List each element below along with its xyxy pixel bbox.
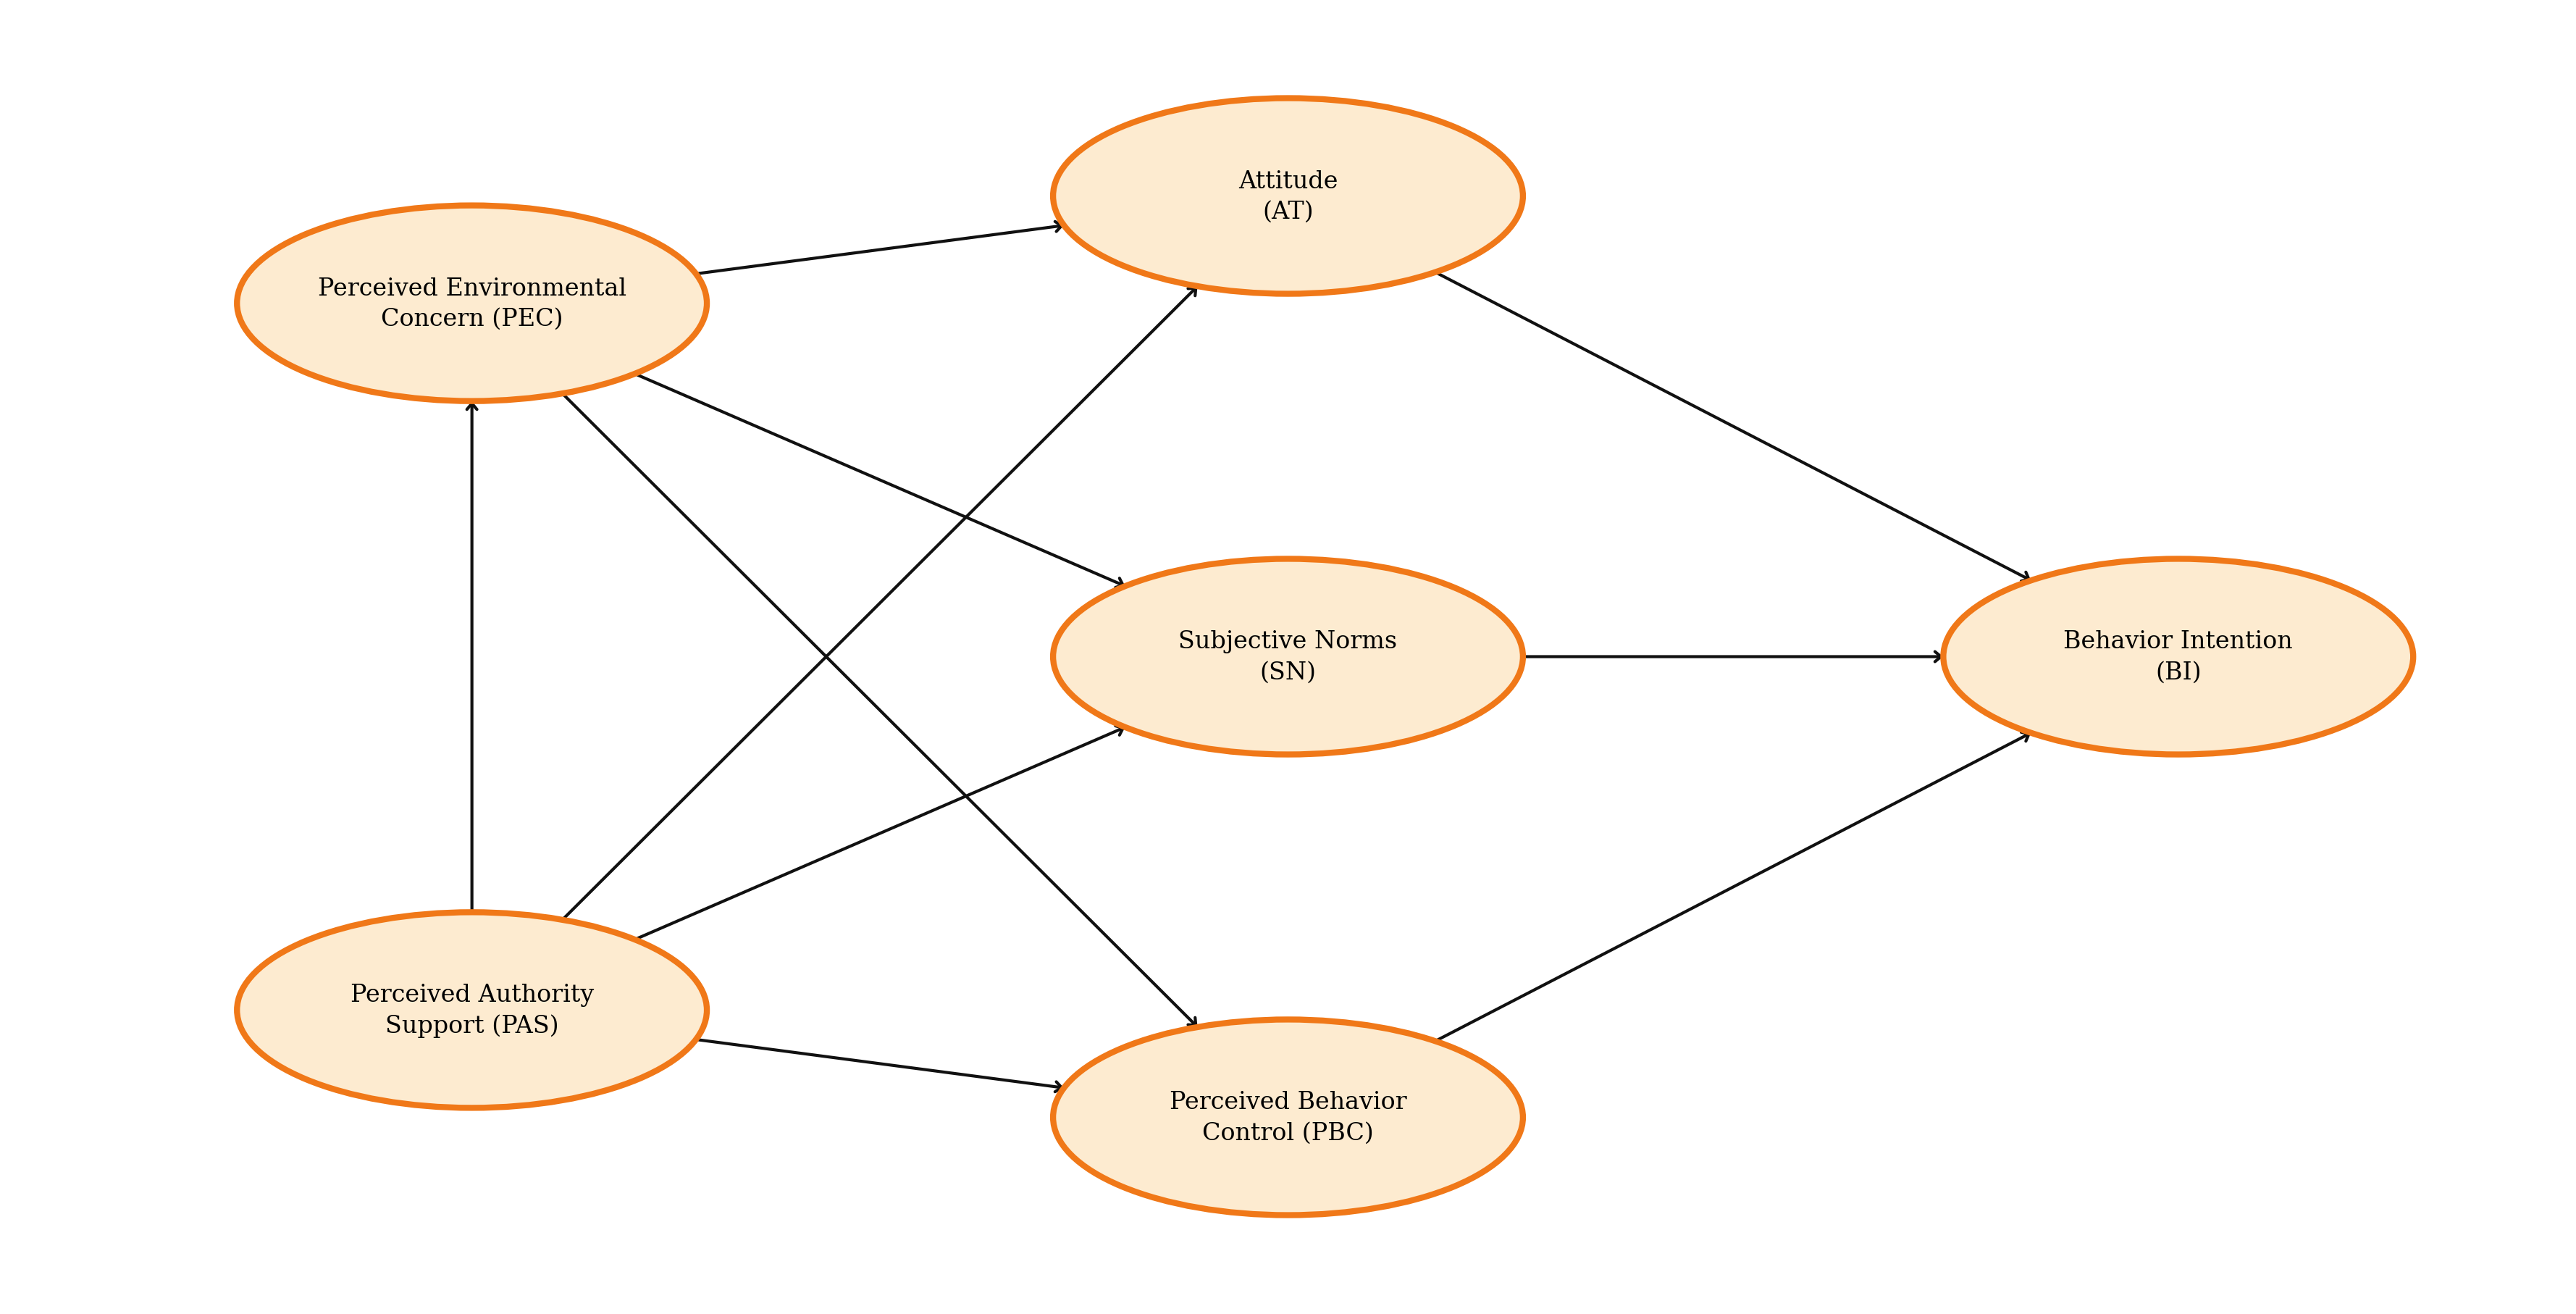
Text: Perceived Authority
Support (PAS): Perceived Authority Support (PAS) [350,983,592,1037]
Text: Perceived Behavior
Control (PBC): Perceived Behavior Control (PBC) [1170,1091,1406,1144]
Ellipse shape [237,206,706,402]
Ellipse shape [1054,560,1522,754]
Text: Attitude
(AT): Attitude (AT) [1239,170,1337,223]
Text: Subjective Norms
(SN): Subjective Norms (SN) [1180,631,1396,683]
Text: Behavior Intention
(BI): Behavior Intention (BI) [2063,631,2293,683]
Ellipse shape [1054,1020,1522,1215]
Ellipse shape [1054,99,1522,294]
Ellipse shape [237,912,706,1108]
Text: Perceived Environmental
Concern (PEC): Perceived Environmental Concern (PEC) [317,277,626,331]
Ellipse shape [1942,560,2414,754]
